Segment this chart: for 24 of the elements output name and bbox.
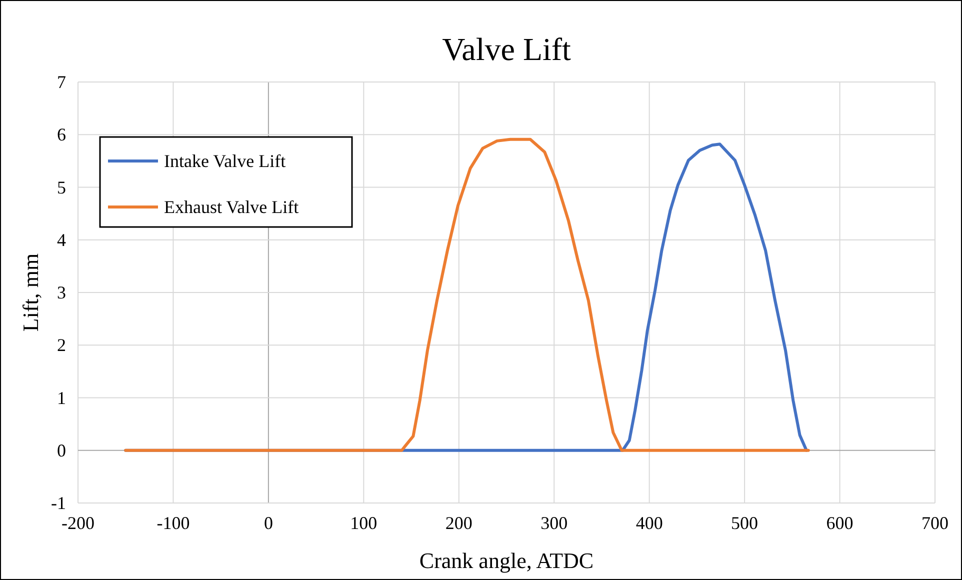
legend-label: Intake Valve Lift	[164, 151, 286, 171]
x-tick-label: -200	[62, 513, 94, 533]
y-axis-title: Lift, mm	[18, 253, 43, 332]
x-axis-title: Crank angle, ATDC	[419, 548, 594, 573]
y-tick-label: 6	[57, 124, 66, 145]
y-tick-label: 3	[57, 282, 66, 302]
legend-label: Exhaust Valve Lift	[164, 197, 299, 217]
y-tick-label: 2	[57, 335, 66, 356]
chart-title: Valve Lift	[442, 31, 572, 67]
x-tick-label: -100	[156, 513, 190, 533]
y-tick-label: 1	[57, 388, 66, 408]
x-tick-label: 600	[826, 513, 854, 533]
x-tick-label: 100	[350, 513, 378, 533]
x-tick-label: 0	[264, 513, 273, 533]
x-tick-label: 300	[540, 513, 568, 533]
y-tick-label: 0	[57, 440, 66, 460]
y-tick-label: 4	[57, 230, 66, 250]
x-tick-label: 700	[922, 513, 948, 533]
y-tick-label: -1	[51, 493, 66, 513]
x-tick-label: 400	[636, 513, 663, 533]
x-tick-label: 500	[731, 513, 758, 533]
y-tick-label: 7	[57, 72, 66, 92]
y-tick-label: 5	[57, 177, 66, 198]
x-tick-label: 200	[445, 513, 472, 533]
